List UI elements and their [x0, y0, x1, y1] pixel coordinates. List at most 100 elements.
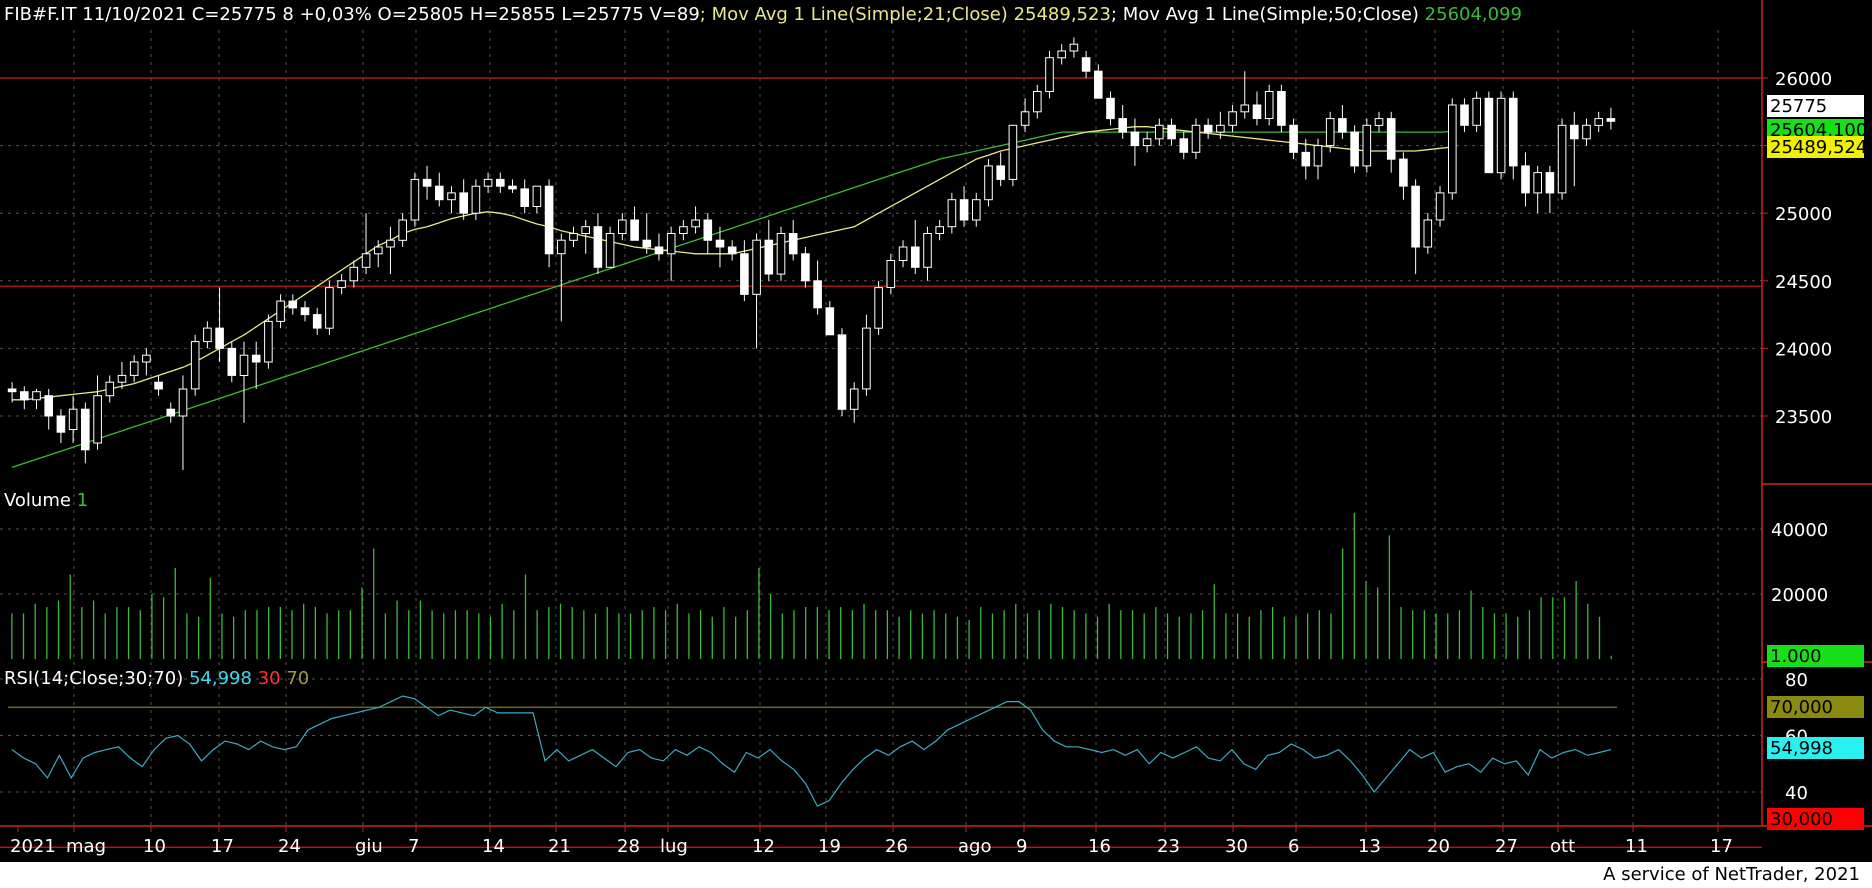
- candle-body: [923, 233, 932, 268]
- candle-body: [1277, 91, 1286, 126]
- x-tick-label: 14: [482, 836, 505, 857]
- x-tick-label: 9: [1016, 836, 1027, 857]
- x-tick-label: 17: [211, 836, 234, 857]
- candle-body: [764, 239, 774, 275]
- candle-body: [337, 280, 346, 289]
- candle-body: [1338, 118, 1347, 133]
- rsi-line: [0, 695, 1762, 848]
- rsi-high-label-box: [1767, 696, 1864, 718]
- candle-body: [422, 178, 432, 187]
- candle-body: [996, 165, 1006, 180]
- candle-body: [801, 253, 810, 282]
- x-tick-label: 26: [885, 836, 908, 857]
- ma50-axis-label-box: [1767, 119, 1864, 141]
- candle-body: [1228, 111, 1237, 126]
- candle-body: [32, 391, 41, 401]
- candle-body: [203, 327, 212, 343]
- candle-body: [386, 239, 395, 248]
- candle-body: [398, 219, 407, 241]
- candle-body: [1594, 118, 1604, 126]
- candle-body: [508, 185, 517, 190]
- x-tick-label: 24: [278, 836, 301, 857]
- candle-body: [727, 246, 737, 255]
- candle-body: [972, 199, 981, 221]
- candle-body: [1496, 97, 1506, 174]
- candle-body: [715, 239, 725, 248]
- candle-body: [1069, 43, 1079, 52]
- price-tick-label: 24000: [1775, 339, 1832, 360]
- candle-body: [300, 307, 310, 316]
- rsi-low-label-box: [1767, 808, 1864, 830]
- candle-body: [557, 239, 566, 255]
- candle-body: [862, 327, 871, 390]
- candle-body: [642, 239, 652, 248]
- candle-body: [1533, 172, 1543, 194]
- candle-body: [227, 347, 237, 376]
- rsi-tick-label: 40: [1785, 783, 1808, 804]
- candle-body: [618, 219, 627, 234]
- candle-body: [703, 219, 713, 241]
- candle-body: [740, 253, 749, 295]
- candle-body: [374, 246, 383, 255]
- candle-body: [264, 320, 273, 363]
- candle-body: [935, 226, 945, 234]
- candle-body: [1252, 104, 1262, 119]
- candle-body: [569, 233, 578, 241]
- price-tick-label: 24500: [1775, 272, 1832, 293]
- candle-body: [837, 334, 847, 410]
- x-tick-label: 23: [1157, 836, 1180, 857]
- candle-body: [1448, 104, 1457, 194]
- candle-body: [1557, 124, 1567, 194]
- candle-body: [911, 246, 920, 268]
- x-tick-label: 16: [1088, 836, 1111, 857]
- candle-body: [1264, 91, 1274, 119]
- candle-body: [1179, 138, 1189, 153]
- candle-body: [1374, 118, 1384, 126]
- candle-body: [752, 239, 761, 295]
- candle-body: [1435, 192, 1445, 221]
- candle-body: [654, 246, 664, 255]
- candle-body: [1094, 70, 1103, 99]
- candle-body: [666, 233, 676, 255]
- candle-body: [93, 395, 102, 444]
- candle-body: [532, 185, 542, 207]
- x-tick-label: 2021: [10, 836, 56, 857]
- candle-body: [1460, 104, 1469, 126]
- x-tick-label: 20: [1427, 836, 1450, 857]
- candle-body: [251, 354, 261, 363]
- candle-body: [129, 361, 139, 376]
- ma21-axis-label: 25489,524: [1770, 137, 1867, 158]
- rsi-high: 70: [286, 668, 310, 689]
- candle-body: [1191, 124, 1201, 153]
- candle-body: [410, 178, 420, 221]
- candle-body: [1606, 118, 1616, 122]
- candle-body: [813, 280, 822, 309]
- candle-body: [947, 199, 957, 228]
- rsi-header: RSI(14;Close;30;70) 54,998 30 70: [4, 668, 309, 689]
- candle-body: [7, 388, 17, 393]
- grid-lines: [0, 30, 1762, 825]
- candle-body: [1118, 118, 1128, 133]
- candle-body: [1033, 91, 1042, 113]
- x-tick-label: lug: [660, 836, 688, 857]
- x-tick-label: mag: [66, 836, 106, 857]
- candle-body: [1167, 124, 1176, 140]
- price-reference-lines: [0, 77, 1762, 287]
- candle-body: [496, 178, 505, 187]
- candle-body: [898, 246, 908, 261]
- candle-body: [1020, 111, 1030, 126]
- candle-body: [1057, 50, 1067, 59]
- volume-last-label: 1.000: [1770, 646, 1822, 667]
- candle-body: [1216, 124, 1225, 133]
- candle-body: [1582, 124, 1591, 140]
- candle-body: [984, 165, 993, 201]
- symbol-line: FIB#F.IT 11/10/2021 C=25775 8 +0,03% O=2…: [4, 4, 700, 25]
- candle-body: [312, 314, 322, 329]
- candle-body: [117, 374, 127, 383]
- x-tick-label: 17: [1710, 836, 1733, 857]
- volume-bars: [11, 512, 1612, 659]
- candle-body: [1142, 138, 1152, 147]
- rsi-label: RSI(14;Close;30;70): [4, 668, 184, 689]
